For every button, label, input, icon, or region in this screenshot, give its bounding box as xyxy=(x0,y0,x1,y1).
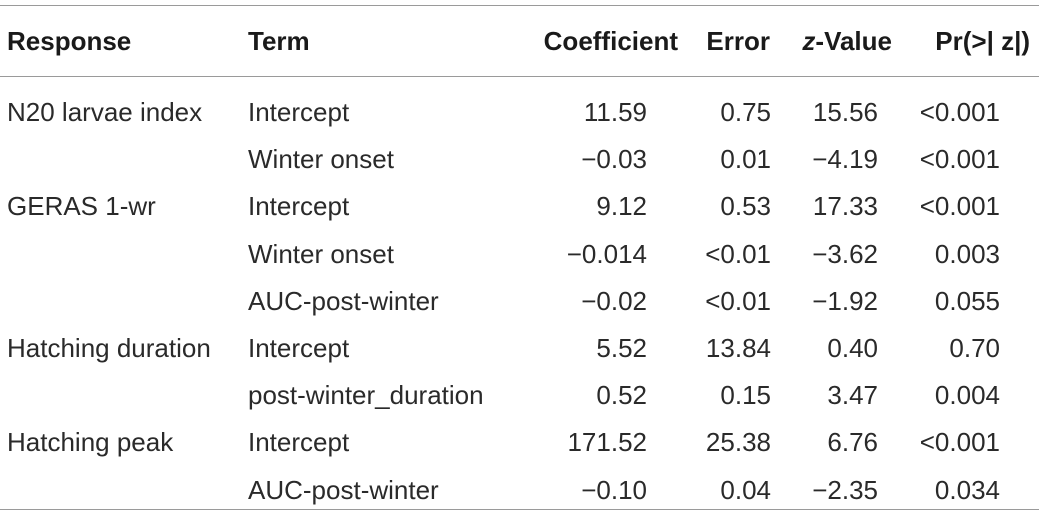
cell-coefficient: 171.52 xyxy=(567,427,647,458)
cell-z-value: 17.33 xyxy=(812,191,878,222)
cell-coefficient: −0.10 xyxy=(581,474,647,505)
cell-error: 0.53 xyxy=(720,191,771,222)
cell-term: Intercept xyxy=(248,333,350,363)
cell-z-value: −1.92 xyxy=(812,285,878,316)
table-bottom-rule xyxy=(0,509,1039,510)
header-z-value-prefix: z xyxy=(802,26,816,56)
cell-term: Intercept xyxy=(248,427,350,458)
cell-coefficient: 5.52 xyxy=(596,333,647,363)
cell-p-value: <0.001 xyxy=(919,191,1000,222)
cell-z-value: 0.40 xyxy=(827,333,878,363)
cell-p-value: 0.055 xyxy=(934,285,1000,316)
cell-error: <0.01 xyxy=(705,285,771,316)
cell-coefficient: 0.52 xyxy=(596,380,647,411)
cell-z-value: 6.76 xyxy=(827,427,878,458)
cell-z-value: 3.47 xyxy=(827,380,878,411)
cell-z-value: −2.35 xyxy=(812,474,878,505)
cell-error: 0.15 xyxy=(720,380,771,411)
header-coefficient: Coefficient xyxy=(543,26,678,56)
header-p-value: Pr(>| z|) xyxy=(935,26,1030,56)
cell-z-value: −4.19 xyxy=(812,144,878,175)
header-error: Error xyxy=(706,26,770,56)
cell-term: Winter onset xyxy=(248,238,394,269)
cell-term: Winter onset xyxy=(248,144,394,175)
cell-error: 0.01 xyxy=(720,144,771,175)
cell-term: post-winter_duration xyxy=(248,380,484,411)
header-z-value-suffix: -Value xyxy=(815,26,892,56)
cell-coefficient: 11.59 xyxy=(583,97,647,127)
cell-p-value: 0.034 xyxy=(934,474,1000,505)
cell-term: Intercept xyxy=(248,97,350,127)
table-top-rule xyxy=(0,5,1039,6)
cell-coefficient: −0.02 xyxy=(581,285,647,316)
header-term: Term xyxy=(248,26,310,56)
cell-coefficient: 9.12 xyxy=(596,191,647,222)
cell-z-value: −3.62 xyxy=(812,238,878,269)
header-z-value: z-Value xyxy=(802,28,892,54)
cell-response: N20 larvae index xyxy=(7,97,203,127)
cell-response: Hatching peak xyxy=(7,427,174,458)
cell-error: 0.75 xyxy=(720,97,771,127)
cell-p-value: 0.004 xyxy=(934,380,1000,411)
cell-p-value: <0.001 xyxy=(919,97,1000,127)
cell-p-value: 0.70 xyxy=(949,333,1000,363)
cell-error: <0.01 xyxy=(705,238,771,269)
header-response: Response xyxy=(7,26,132,56)
cell-error: 0.04 xyxy=(720,474,771,505)
cell-term: AUC-post-winter xyxy=(248,285,439,316)
cell-response: Hatching duration xyxy=(7,333,211,363)
cell-p-value: 0.003 xyxy=(934,238,1000,269)
cell-response: GERAS 1-wr xyxy=(7,191,156,222)
cell-term: AUC-post-winter xyxy=(248,474,439,505)
cell-p-value: <0.001 xyxy=(919,427,1000,458)
cell-p-value: <0.001 xyxy=(919,144,1000,175)
cell-z-value: 15.56 xyxy=(812,97,878,127)
cell-error: 13.84 xyxy=(705,333,771,363)
cell-term: Intercept xyxy=(248,191,350,222)
cell-error: 25.38 xyxy=(705,427,771,458)
cell-coefficient: −0.03 xyxy=(581,144,647,175)
cell-coefficient: −0.014 xyxy=(566,238,647,269)
table-header-rule xyxy=(0,76,1039,77)
